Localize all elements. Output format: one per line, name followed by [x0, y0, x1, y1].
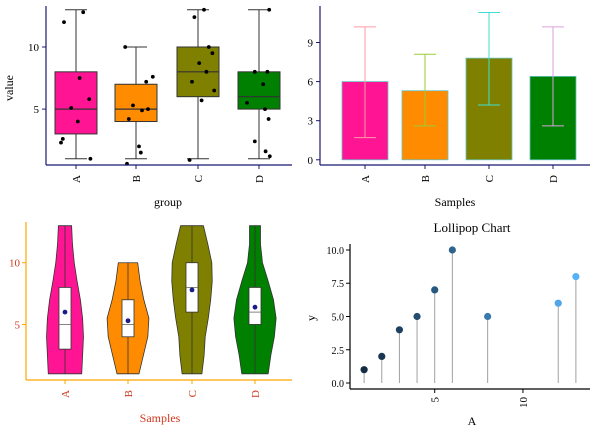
lollipop-head [413, 312, 421, 321]
data-point-D [261, 82, 266, 87]
y-tick-label: 9 [308, 37, 314, 49]
y-axis-title: value [2, 75, 16, 101]
lollipop-head [484, 312, 492, 321]
y-axis-title: y [304, 315, 318, 321]
data-point-A [77, 76, 82, 80]
y-tick-label: 3 [308, 116, 314, 128]
data-point-D [263, 107, 267, 112]
data-point-B [138, 150, 143, 155]
x-tick-label-D: D [254, 175, 266, 183]
data-point-B [140, 108, 144, 113]
lollipop-head [448, 246, 456, 254]
y-tick-label: 5 [34, 104, 40, 116]
x-tick-label-D: D [548, 175, 560, 183]
violin-panel: 5 10 A B C D Samples [9, 222, 292, 425]
x-tick-label-A: A [360, 175, 372, 183]
data-point-C [206, 45, 211, 49]
data-point-A [88, 156, 93, 161]
x-tick-label-C: C [187, 390, 199, 397]
data-point-C [212, 88, 217, 93]
data-point-B [137, 144, 141, 149]
data-point-D [252, 69, 257, 74]
box-D [237, 71, 281, 110]
lollipop-head [360, 366, 368, 374]
data-point-A [69, 105, 74, 110]
x-axis-title: A [468, 414, 477, 428]
x-tick-label-B: B [420, 175, 432, 182]
x-tick-label-A: A [60, 390, 72, 398]
data-point-B [126, 117, 131, 121]
data-point-D [266, 117, 271, 121]
x-tick-label-A: A [71, 175, 83, 183]
x-axis-title: Samples [140, 411, 181, 425]
data-point-B [131, 103, 135, 108]
data-point-C [190, 79, 194, 84]
lollipop-head [431, 286, 439, 294]
data-point-C [187, 158, 192, 162]
data-point-C [204, 69, 209, 74]
data-point-A [81, 10, 86, 15]
chart-title: Lollipop Chart [434, 220, 511, 235]
data-point-D [252, 139, 257, 144]
y-tick-label: 10 [28, 42, 40, 54]
y-tick-label: 6 [308, 77, 314, 89]
data-point-B [144, 79, 149, 84]
data-point-C [210, 51, 215, 56]
y-tick-label: 7.5 [332, 279, 345, 290]
data-point-C [199, 98, 204, 103]
x-tick-label: 10 [518, 397, 530, 409]
y-tick-label: 5.0 [332, 313, 345, 324]
violin-box-B [121, 299, 135, 338]
y-tick-label: 0.0 [332, 379, 345, 390]
x-tick-label: 5 [430, 397, 442, 403]
data-point-A [87, 97, 92, 102]
x-axis-title: Samples [435, 195, 476, 209]
x-tick-label-B: B [123, 390, 135, 397]
data-point-B [150, 74, 155, 79]
data-point-D [263, 149, 268, 154]
violin-mean-dot-A [62, 309, 68, 315]
lollipop-head [395, 326, 404, 334]
lollipop-panel: 0.0 2.5 5.0 7.5 10.0 5 10 Lollipop Chart Ay [304, 220, 590, 428]
violin-mean-dot-B [125, 318, 131, 324]
violin-box-A [58, 287, 72, 350]
data-point-D [267, 154, 272, 159]
x-tick-label-C: C [193, 175, 205, 182]
data-point-B [146, 107, 150, 112]
y-tick-label: 5 [15, 319, 21, 331]
barchart-panel: 0 3 6 9 A B C D Samples [308, 6, 590, 209]
data-point-C [192, 15, 197, 20]
data-point-A [59, 140, 63, 145]
y-tick-label: 2.5 [332, 346, 345, 357]
lollipop-head [572, 272, 580, 281]
data-point-C [202, 7, 206, 12]
data-point-D [265, 69, 270, 74]
violin-mean-dot-D [252, 304, 258, 310]
y-tick-label: 10.0 [327, 246, 345, 257]
x-axis-title: group [154, 195, 182, 209]
x-tick-label-D: D [250, 390, 262, 398]
y-tick-label: 0 [308, 155, 314, 167]
x-tick-label-B: B [131, 175, 143, 182]
lollipop-head [378, 352, 386, 361]
data-point-B [123, 45, 128, 49]
data-point-A [75, 119, 80, 124]
lollipop-head [554, 299, 562, 307]
data-point-A [62, 20, 66, 25]
data-point-C [197, 61, 202, 66]
box-B [114, 83, 158, 123]
box-A [54, 71, 98, 135]
y-tick-label: 10 [9, 258, 21, 270]
data-point-D [267, 7, 272, 12]
x-tick-label-C: C [484, 175, 496, 182]
violin-mean-dot-C [189, 287, 195, 293]
data-point-A [60, 137, 65, 141]
data-point-D [245, 100, 249, 105]
